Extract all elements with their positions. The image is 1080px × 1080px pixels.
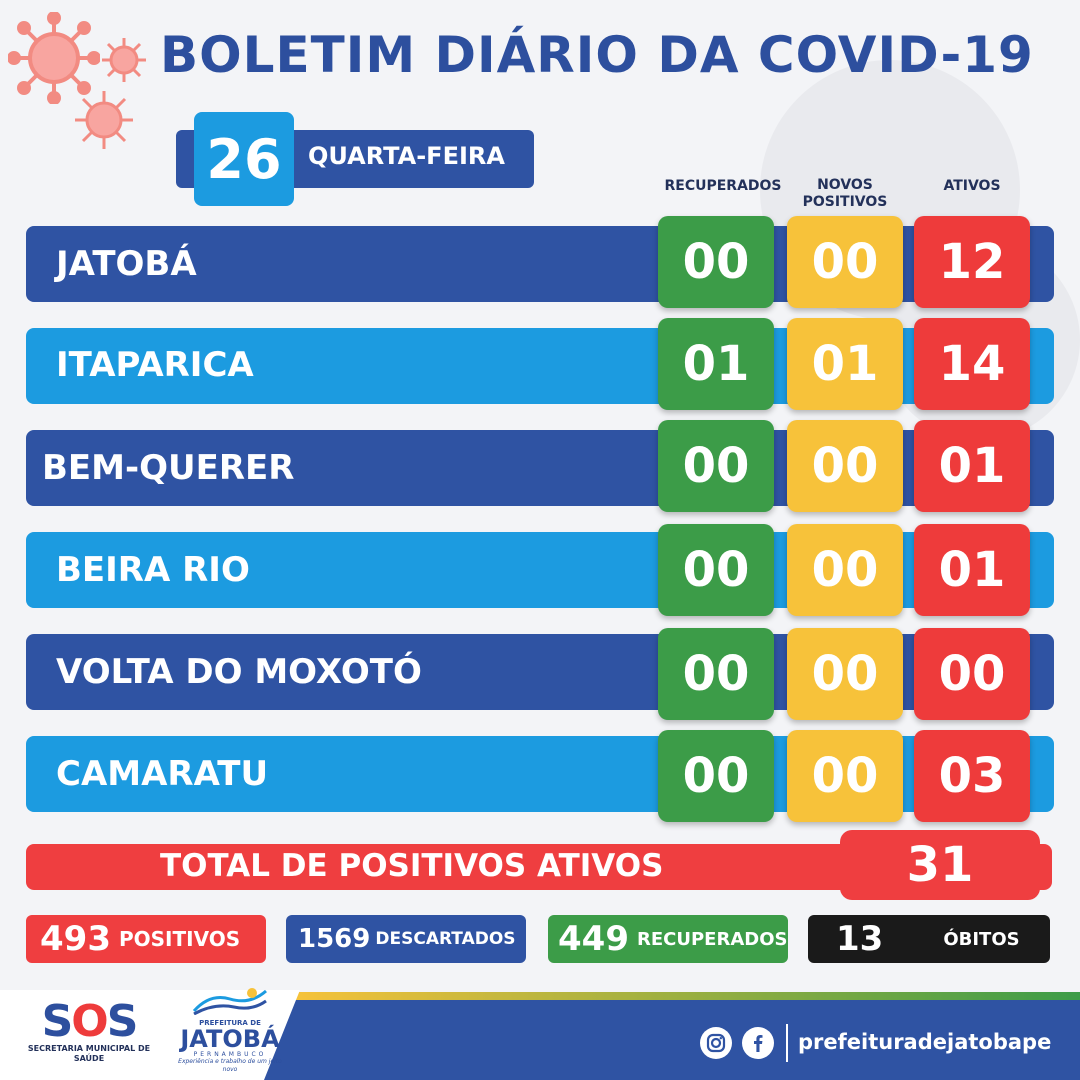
cell-recuperados: 00 (658, 216, 774, 308)
cell-novos-positivos: 00 (787, 216, 903, 308)
row-label-itaparica: ITAPARICA (56, 345, 254, 385)
prefeitura-small-label: PREFEITURA DE (199, 1019, 261, 1027)
row-label-beira-rio: BEIRA RIO (56, 550, 250, 590)
row-label-jatoba: JATOBÁ (56, 244, 197, 284)
cell-novos-positivos: 00 (787, 420, 903, 512)
cell-recuperados: 00 (658, 420, 774, 512)
coronavirus-icon (75, 91, 133, 149)
facebook-icon[interactable] (742, 1027, 774, 1059)
prefeitura-name: JATOBÁ (180, 1025, 280, 1053)
row-label-camaratu: CAMARATU (56, 754, 269, 794)
cell-ativos: 14 (914, 318, 1030, 410)
cell-ativos: 00 (914, 628, 1030, 720)
stat-recuperados-value: 449 (558, 919, 629, 959)
stat-descartados-label: DESCARTADOS (375, 929, 516, 949)
cell-ativos: 01 (914, 420, 1030, 512)
prefeitura-emblem-icon (192, 988, 267, 1016)
footer-stripe (290, 992, 1080, 1000)
prefeitura-logo: PREFEITURA DE JATOBÁ PERNAMBUCO Experiên… (170, 985, 290, 1074)
date-weekday: QUARTA-FEIRA (308, 142, 505, 170)
cell-novos-positivos: 00 (787, 524, 903, 616)
coronavirus-icon (102, 38, 146, 82)
prefeitura-state: PERNAMBUCO (193, 1051, 267, 1058)
column-header-ativos: ATIVOS (943, 178, 1001, 194)
total-label: TOTAL DE POSITIVOS ATIVOS (160, 848, 664, 884)
date-day-number: 26 (194, 112, 294, 206)
stat-obitos: 13 ÓBITOS (808, 915, 1050, 963)
row-label-volta-do-moxoto: VOLTA DO MOXOTÓ (56, 652, 422, 692)
row-label-bem-querer: BEM-QUERER (42, 448, 295, 488)
page-title: BOLETIM DIÁRIO DA COVID-19 (160, 26, 1034, 84)
social-handle[interactable]: prefeituradejatobape (798, 1030, 1052, 1054)
cell-recuperados: 00 (658, 628, 774, 720)
stat-descartados: 1569 DESCARTADOS (286, 915, 526, 963)
cell-ativos: 01 (914, 524, 1030, 616)
footer-logo-panel (0, 990, 300, 1080)
prefeitura-slogan: Experiência e trabalho de um jeito novo (178, 1058, 282, 1073)
instagram-icon[interactable] (700, 1027, 732, 1059)
stat-obitos-label: ÓBITOS (943, 928, 1020, 950)
stat-obitos-value: 13 (836, 919, 884, 959)
stat-positivos: 493 POSITIVOS (26, 915, 266, 963)
stat-recuperados-label: RECUPERADOS (636, 928, 788, 950)
coronavirus-icon (8, 12, 100, 104)
stat-positivos-value: 493 (40, 919, 111, 959)
footer-divider (786, 1024, 788, 1062)
sos-logo-subtitle: SECRETARIA MUNICIPAL DE SAÚDE (27, 1044, 151, 1063)
stat-positivos-label: POSITIVOS (118, 927, 241, 951)
sos-logo-word: SOS (41, 996, 139, 1047)
column-header-novos-positivos: NOVOS POSITIVOS (802, 177, 888, 210)
cell-ativos: 03 (914, 730, 1030, 822)
stat-descartados-value: 1569 (298, 924, 371, 954)
cell-ativos: 12 (914, 216, 1030, 308)
cell-novos-positivos: 01 (787, 318, 903, 410)
cell-recuperados: 01 (658, 318, 774, 410)
cell-novos-positivos: 00 (787, 628, 903, 720)
column-header-recuperados: RECUPERADOS (664, 178, 782, 194)
total-value: 31 (840, 830, 1040, 900)
sos-logo: SOS SECRETARIA MUNICIPAL DE SAÚDE (14, 1000, 164, 1064)
stat-recuperados: 449 RECUPERADOS (548, 915, 788, 963)
cell-recuperados: 00 (658, 730, 774, 822)
cell-novos-positivos: 00 (787, 730, 903, 822)
cell-recuperados: 00 (658, 524, 774, 616)
